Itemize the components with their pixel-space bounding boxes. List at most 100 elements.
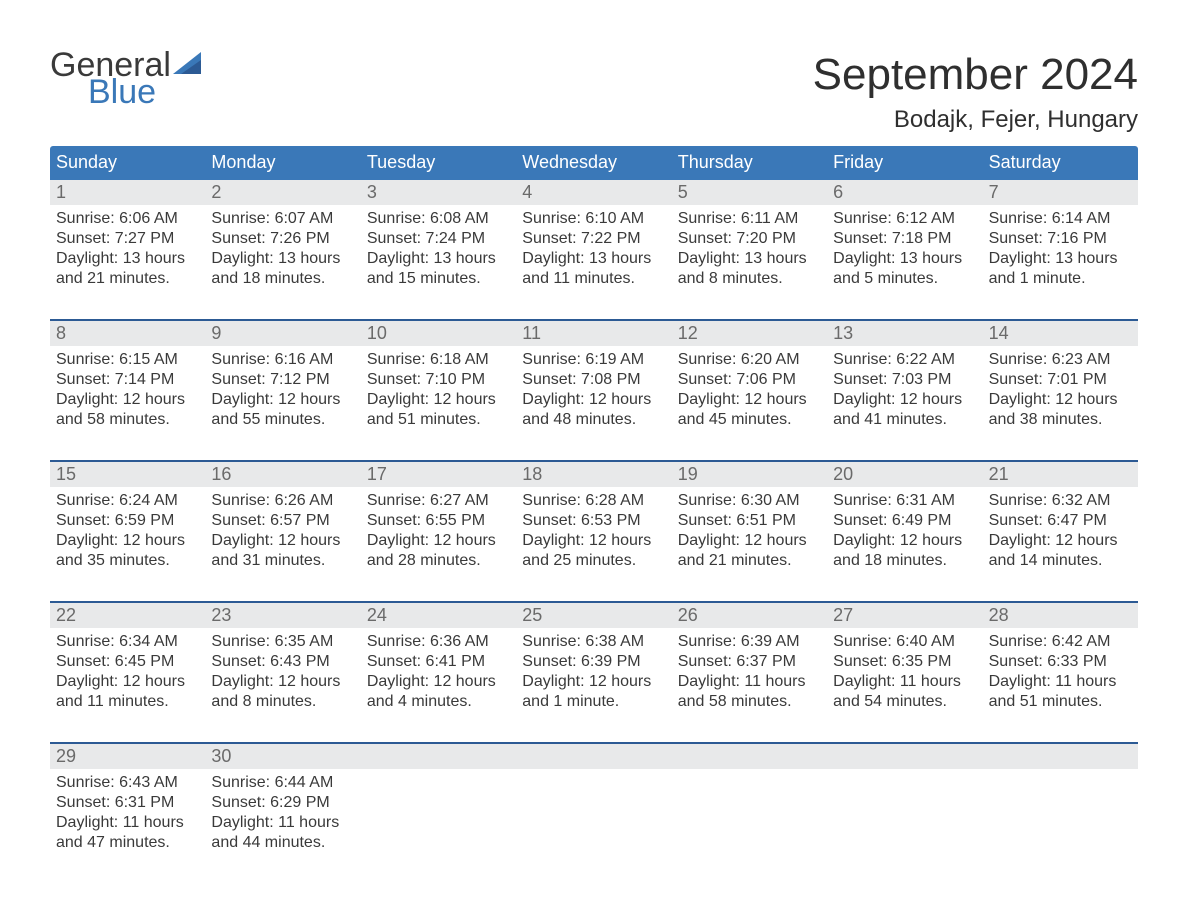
day-number: 13 [827, 321, 982, 346]
day-number: 27 [827, 603, 982, 628]
day-number: 5 [672, 180, 827, 205]
day-number: 14 [983, 321, 1138, 346]
day-sunrise-text: Sunrise: 6:38 AM [522, 632, 665, 652]
day-daylight1-text: Daylight: 13 hours [522, 249, 665, 269]
day-sunrise-text: Sunrise: 6:10 AM [522, 209, 665, 229]
day-sunset-text: Sunset: 6:59 PM [56, 511, 199, 531]
day-daylight1-text: Daylight: 12 hours [678, 390, 821, 410]
day-sunrise-text: Sunrise: 6:11 AM [678, 209, 821, 229]
day-daylight2-text: and 21 minutes. [56, 269, 199, 289]
day-number: 29 [50, 744, 205, 769]
day-sunset-text: Sunset: 6:55 PM [367, 511, 510, 531]
day-sunrise-text: Sunrise: 6:19 AM [522, 350, 665, 370]
logo-text-blue: Blue [50, 77, 156, 108]
day-cell: Sunrise: 6:32 AMSunset: 6:47 PMDaylight:… [983, 487, 1138, 587]
day-sunset-text: Sunset: 7:18 PM [833, 229, 976, 249]
day-daylight2-text: and 47 minutes. [56, 833, 199, 853]
day-daylight2-text: and 15 minutes. [367, 269, 510, 289]
day-cell: Sunrise: 6:42 AMSunset: 6:33 PMDaylight:… [983, 628, 1138, 728]
daynum-row: 15161718192021 [50, 462, 1138, 487]
page: General Blue September 2024 Bodajk, Feje… [0, 0, 1188, 923]
day-daylight2-text: and 11 minutes. [522, 269, 665, 289]
day-cell: Sunrise: 6:11 AMSunset: 7:20 PMDaylight:… [672, 205, 827, 305]
day-daylight2-text: and 28 minutes. [367, 551, 510, 571]
day-cell: Sunrise: 6:15 AMSunset: 7:14 PMDaylight:… [50, 346, 205, 446]
weeks-container: 1234567Sunrise: 6:06 AMSunset: 7:27 PMDa… [50, 180, 1138, 869]
day-number: 20 [827, 462, 982, 487]
day-sunset-text: Sunset: 7:22 PM [522, 229, 665, 249]
day-daylight2-text: and 35 minutes. [56, 551, 199, 571]
day-sunrise-text: Sunrise: 6:12 AM [833, 209, 976, 229]
day-sunrise-text: Sunrise: 6:24 AM [56, 491, 199, 511]
day-number: 17 [361, 462, 516, 487]
day-number [827, 744, 982, 769]
day-sunrise-text: Sunrise: 6:32 AM [989, 491, 1132, 511]
day-number: 30 [205, 744, 360, 769]
day-cell: Sunrise: 6:30 AMSunset: 6:51 PMDaylight:… [672, 487, 827, 587]
day-cell: Sunrise: 6:18 AMSunset: 7:10 PMDaylight:… [361, 346, 516, 446]
day-number: 10 [361, 321, 516, 346]
day-sunset-text: Sunset: 6:43 PM [211, 652, 354, 672]
day-sunset-text: Sunset: 7:27 PM [56, 229, 199, 249]
day-number: 26 [672, 603, 827, 628]
day-cell [672, 769, 827, 869]
day-sunrise-text: Sunrise: 6:22 AM [833, 350, 976, 370]
day-daylight1-text: Daylight: 12 hours [211, 390, 354, 410]
content-row: Sunrise: 6:34 AMSunset: 6:45 PMDaylight:… [50, 628, 1138, 728]
day-sunrise-text: Sunrise: 6:35 AM [211, 632, 354, 652]
day-cell: Sunrise: 6:38 AMSunset: 6:39 PMDaylight:… [516, 628, 671, 728]
day-daylight1-text: Daylight: 11 hours [833, 672, 976, 692]
day-sunrise-text: Sunrise: 6:23 AM [989, 350, 1132, 370]
weekday-header: Thursday [672, 146, 827, 180]
day-number [361, 744, 516, 769]
day-daylight2-text: and 41 minutes. [833, 410, 976, 430]
day-sunset-text: Sunset: 7:12 PM [211, 370, 354, 390]
day-number: 25 [516, 603, 671, 628]
day-cell [983, 769, 1138, 869]
day-daylight1-text: Daylight: 12 hours [833, 390, 976, 410]
day-daylight1-text: Daylight: 12 hours [989, 531, 1132, 551]
daynum-row: 22232425262728 [50, 603, 1138, 628]
day-sunset-text: Sunset: 6:45 PM [56, 652, 199, 672]
day-daylight1-text: Daylight: 12 hours [56, 672, 199, 692]
day-sunset-text: Sunset: 6:39 PM [522, 652, 665, 672]
day-daylight2-text: and 51 minutes. [367, 410, 510, 430]
weekday-header: Tuesday [361, 146, 516, 180]
day-daylight2-text: and 1 minute. [522, 692, 665, 712]
daynum-row: 1234567 [50, 180, 1138, 205]
day-sunrise-text: Sunrise: 6:39 AM [678, 632, 821, 652]
day-number: 1 [50, 180, 205, 205]
day-daylight1-text: Daylight: 12 hours [367, 390, 510, 410]
day-sunset-text: Sunset: 7:10 PM [367, 370, 510, 390]
day-number: 28 [983, 603, 1138, 628]
day-daylight2-text: and 8 minutes. [678, 269, 821, 289]
day-cell: Sunrise: 6:07 AMSunset: 7:26 PMDaylight:… [205, 205, 360, 305]
day-daylight2-text: and 5 minutes. [833, 269, 976, 289]
day-daylight1-text: Daylight: 11 hours [56, 813, 199, 833]
day-cell: Sunrise: 6:06 AMSunset: 7:27 PMDaylight:… [50, 205, 205, 305]
day-cell: Sunrise: 6:24 AMSunset: 6:59 PMDaylight:… [50, 487, 205, 587]
day-daylight2-text: and 54 minutes. [833, 692, 976, 712]
weekday-header-row: Sunday Monday Tuesday Wednesday Thursday… [50, 146, 1138, 180]
day-cell: Sunrise: 6:36 AMSunset: 6:41 PMDaylight:… [361, 628, 516, 728]
day-daylight2-text: and 45 minutes. [678, 410, 821, 430]
day-cell: Sunrise: 6:26 AMSunset: 6:57 PMDaylight:… [205, 487, 360, 587]
day-daylight2-text: and 58 minutes. [56, 410, 199, 430]
day-cell: Sunrise: 6:20 AMSunset: 7:06 PMDaylight:… [672, 346, 827, 446]
day-daylight2-text: and 14 minutes. [989, 551, 1132, 571]
day-sunrise-text: Sunrise: 6:18 AM [367, 350, 510, 370]
sail-icon [173, 50, 203, 81]
month-title: September 2024 [813, 50, 1138, 100]
week-row: 891011121314Sunrise: 6:15 AMSunset: 7:14… [50, 319, 1138, 446]
day-sunset-text: Sunset: 7:08 PM [522, 370, 665, 390]
day-daylight1-text: Daylight: 12 hours [989, 390, 1132, 410]
day-daylight2-text: and 11 minutes. [56, 692, 199, 712]
location: Bodajk, Fejer, Hungary [813, 106, 1138, 134]
day-daylight1-text: Daylight: 11 hours [678, 672, 821, 692]
day-number: 4 [516, 180, 671, 205]
day-sunrise-text: Sunrise: 6:40 AM [833, 632, 976, 652]
day-cell: Sunrise: 6:34 AMSunset: 6:45 PMDaylight:… [50, 628, 205, 728]
day-cell: Sunrise: 6:16 AMSunset: 7:12 PMDaylight:… [205, 346, 360, 446]
day-number: 24 [361, 603, 516, 628]
day-sunset-text: Sunset: 6:29 PM [211, 793, 354, 813]
